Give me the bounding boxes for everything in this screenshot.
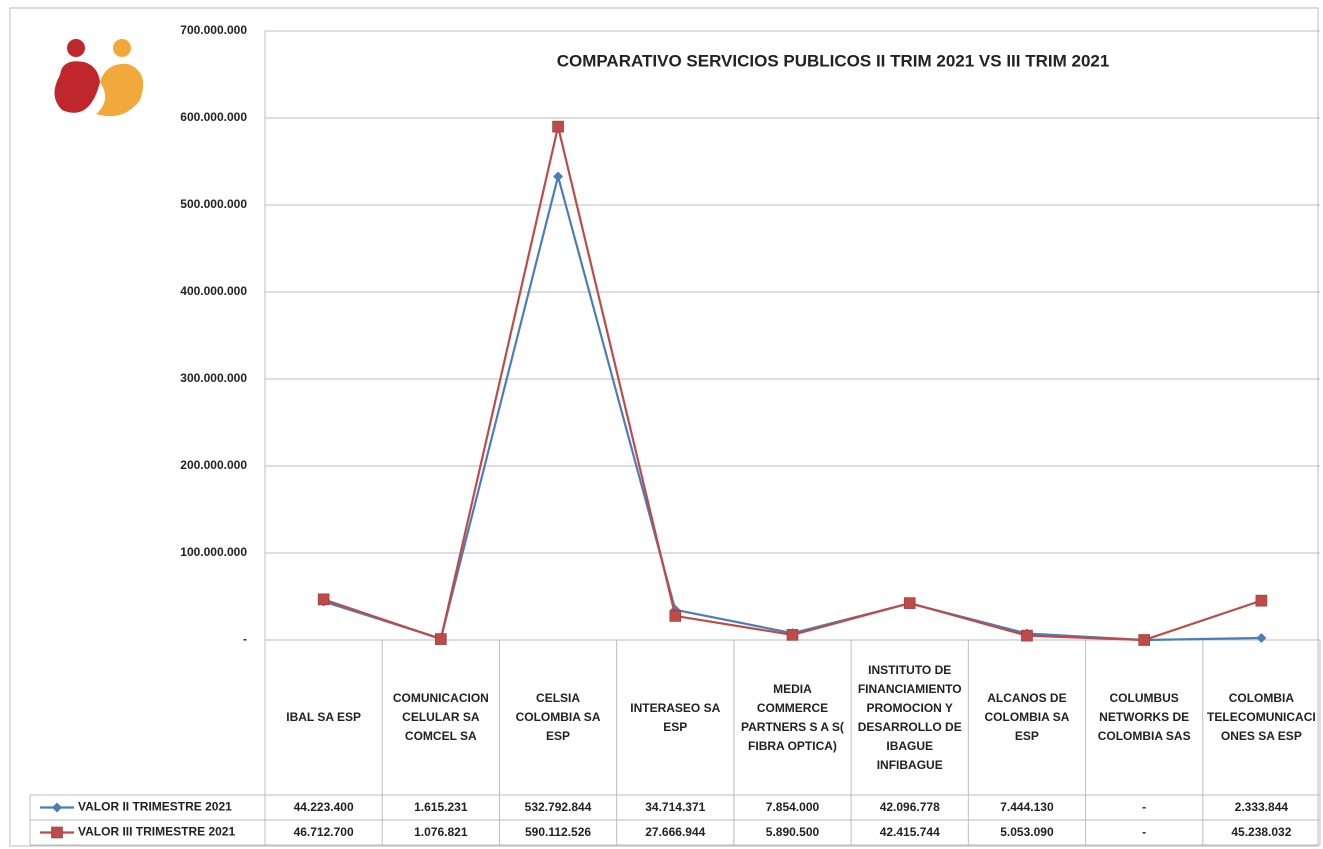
series-line	[323, 126, 1262, 642]
data-label: 7.444.130	[1000, 800, 1054, 814]
category-label: COMUNICACION CELULAR SA COMCEL SA	[392, 691, 489, 743]
data-label: 44.223.400	[293, 800, 354, 814]
y-tick-label: 400.000.000	[180, 284, 247, 298]
data-label: 46.712.700	[293, 825, 354, 839]
data-label: 34.714.371	[645, 800, 706, 814]
data-point	[903, 597, 916, 609]
y-tick-label: 700.000.000	[180, 23, 247, 37]
data-label: 5.890.500	[765, 825, 820, 839]
legend-label: VALOR II TRIMESTRE 2021	[78, 800, 232, 814]
data-point	[786, 629, 799, 641]
data-label: 45.238.032	[1231, 825, 1292, 839]
data-point	[669, 610, 682, 622]
series-line	[323, 172, 1262, 642]
data-label: 532.792.844	[524, 800, 592, 814]
y-tick-label: 300.000.000	[180, 371, 247, 385]
data-label: -	[1142, 825, 1147, 839]
chart-border	[9, 7, 1319, 847]
legend-marker	[51, 826, 63, 839]
data-point	[435, 633, 447, 645]
data-label: 27.666.944	[645, 825, 706, 839]
data-point	[1256, 632, 1267, 643]
y-tick-label: 100.000.000	[180, 545, 247, 559]
data-point	[553, 171, 564, 182]
y-tick-label: 500.000.000	[180, 197, 247, 211]
data-point	[1138, 634, 1150, 646]
category-label: MEDIA COMMERCE PARTNERS S A S( FIBRA OPT…	[741, 681, 844, 753]
legend-label: VALOR III TRIMESTRE 2021	[78, 825, 235, 839]
data-label: 42.096.778	[879, 800, 940, 814]
category-label: CELSIA COLOMBIA SA ESP	[515, 691, 601, 743]
data-label: -	[1142, 800, 1147, 814]
data-label: 1.615.231	[414, 800, 468, 814]
category-label: INSTITUTO DE FINANCIAMIENTO PROMOCION Y …	[857, 662, 962, 772]
legend-marker	[52, 802, 62, 813]
data-point	[317, 593, 330, 606]
category-label: ALCANOS DE COLOMBIA SA ESP	[984, 691, 1070, 743]
category-label: COLOMBIA TELECOMUNICACIONES SA ESP	[1207, 691, 1316, 743]
chart-title: COMPARATIVO SERVICIOS PUBLICOS II TRIM 2…	[557, 51, 1110, 70]
data-point	[1255, 594, 1268, 607]
data-label: 5.053.090	[1000, 825, 1054, 839]
data-label: 2.333.844	[1234, 800, 1289, 814]
y-tick-label: 600.000.000	[180, 110, 247, 124]
y-tick-label: -	[243, 632, 247, 646]
logo	[54, 39, 144, 117]
category-label: INTERASEO SA ESP	[630, 700, 721, 734]
y-tick-label: 200.000.000	[180, 458, 247, 472]
category-label: IBAL SA ESP	[286, 710, 361, 724]
data-label: 7.854.000	[765, 800, 820, 814]
category-label: COLUMBUS NETWORKS DE COLOMBIA SAS	[1097, 691, 1191, 743]
data-label: 1.076.821	[414, 825, 468, 839]
data-label: 42.415.744	[879, 825, 940, 839]
data-point	[552, 120, 564, 133]
data-label: 590.112.526	[525, 825, 592, 839]
data-point	[1021, 629, 1033, 642]
